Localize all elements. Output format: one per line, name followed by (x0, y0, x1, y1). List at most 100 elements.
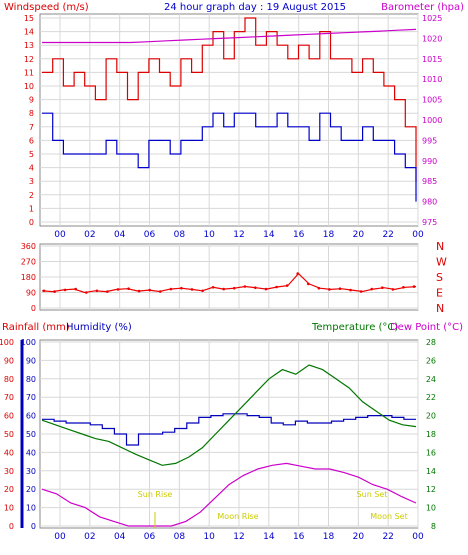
annotation-sun-set: Sun Set (357, 490, 388, 499)
barometer-tick-label: 975 (422, 218, 437, 227)
temperature-tick-label: 16 (426, 448, 436, 457)
series-dewpoint (41, 462, 417, 527)
temperature-axis-title: Temperature (°C) (311, 322, 398, 333)
hour-tick-label: 12 (233, 532, 244, 542)
hour-tick-label: 02 (84, 230, 95, 240)
rainfall-ticks: 0 10 20 30 40 50 60 70 80 90 100 (0, 338, 14, 531)
annotation-moon-set: Moon Set (370, 512, 407, 521)
temperature-tick-label: 22 (426, 393, 436, 402)
temperature-tick-label: 8 (431, 522, 436, 531)
rainfall-tick-label: 60 (4, 412, 14, 421)
humidity-tick-label: 90 (26, 356, 36, 365)
rainfall-tick-label: 50 (4, 430, 14, 439)
windspeed-tick-label: 5 (29, 150, 34, 159)
temp-panel-grid (40, 340, 419, 528)
hour-tick-label: 00 (54, 230, 66, 240)
temperature-tick-label: 24 (426, 375, 436, 384)
temperature-ticks: 8 10 12 14 16 18 20 22 24 26 28 (426, 338, 436, 531)
annotation-sun-rise: Sun Rise (138, 490, 173, 499)
wind-panel-series (42, 17, 417, 202)
direction-tick-label: 0 (31, 304, 36, 313)
windspeed-axis-title: Windspeed (m/s) (4, 2, 89, 13)
rainfall-axis-title: Rainfall (mm) (2, 322, 70, 333)
hour-tick-label: 02 (84, 532, 95, 542)
compass-label: N (436, 302, 444, 315)
compass-label: W (436, 256, 447, 269)
humidity-tick-label: 20 (26, 485, 36, 494)
temperature-tick-label: 14 (426, 467, 436, 476)
temp-panel-hour-ticks: 00 02 04 06 08 10 12 14 16 18 20 22 00 (54, 532, 424, 542)
barometer-tick-label: 1010 (422, 75, 442, 84)
direction-panel-grid (40, 244, 419, 310)
series-wind-direction (41, 272, 417, 294)
humidity-tick-label: 70 (26, 393, 36, 402)
humidity-tick-label: 10 (26, 504, 36, 513)
series-temperature (41, 364, 417, 466)
humidity-axis-title: Humidity (%) (66, 322, 132, 333)
rainfall-tick-label: 40 (4, 448, 14, 457)
windspeed-tick-label: 2 (29, 191, 34, 200)
hour-tick-label: 00 (54, 532, 66, 542)
compass-label: S (436, 271, 443, 284)
series-humidity (42, 413, 416, 446)
direction-panel-series (41, 272, 417, 294)
temp-panel-series (41, 364, 417, 527)
hour-tick-label: 00 (412, 532, 424, 542)
series-wind-average (42, 112, 417, 202)
windspeed-tick-label: 0 (29, 218, 34, 227)
hour-tick-label: 20 (353, 532, 365, 542)
direction-tick-label: 90 (26, 289, 36, 298)
direction-tick-label: 360 (21, 242, 36, 251)
hour-tick-label: 22 (382, 532, 393, 542)
windspeed-tick-label: 12 (24, 55, 34, 64)
humidity-ticks: 0 10 20 30 40 50 60 70 80 90 100 (20, 338, 36, 531)
windspeed-tick-label: 6 (29, 136, 34, 145)
hour-tick-label: 04 (114, 532, 126, 542)
hour-tick-label: 08 (174, 532, 186, 542)
humidity-tick-label: 50 (26, 430, 36, 439)
barometer-tick-label: 1000 (422, 116, 442, 125)
barometer-tick-label: 1015 (422, 55, 442, 64)
temperature-tick-label: 26 (426, 356, 436, 365)
direction-tick-label: 180 (21, 273, 36, 282)
windspeed-tick-label: 14 (24, 28, 34, 37)
temperature-tick-label: 28 (426, 338, 436, 347)
windspeed-tick-label: 13 (24, 41, 34, 50)
direction-tick-label: 270 (21, 258, 36, 267)
windspeed-tick-label: 10 (24, 82, 34, 91)
barometer-ticks: 975 980 985 990 995 1000 1005 1010 1015 1020 1025 (422, 14, 442, 227)
windspeed-tick-label: 8 (29, 109, 34, 118)
barometer-tick-label: 1005 (422, 96, 442, 105)
windspeed-tick-label: 9 (29, 96, 34, 105)
hour-tick-label: 10 (203, 532, 215, 542)
windspeed-tick-label: 1 (29, 204, 34, 213)
compass-label: E (436, 287, 443, 300)
humidity-tick-label: 60 (26, 412, 36, 421)
rainfall-tick-label: 100 (0, 338, 14, 347)
rainfall-tick-label: 30 (4, 467, 14, 476)
hour-tick-label: 16 (293, 230, 305, 240)
barometer-tick-label: 990 (422, 157, 437, 166)
compass-label: N (436, 240, 444, 253)
barometer-tick-label: 980 (422, 198, 437, 207)
hour-tick-label: 14 (263, 230, 275, 240)
hour-tick-label: 08 (174, 230, 186, 240)
temperature-tick-label: 18 (426, 430, 436, 439)
rainfall-tick-label: 20 (4, 485, 14, 494)
barometer-tick-label: 1025 (422, 14, 442, 23)
temperature-tick-label: 10 (426, 504, 436, 513)
barometer-axis-title: Barometer (hpa) (381, 2, 464, 13)
temperature-tick-label: 12 (426, 485, 436, 494)
hour-tick-label: 16 (293, 532, 305, 542)
hour-tick-label: 20 (353, 230, 365, 240)
graph-title: 24 hour graph day : 19 August 2015 (164, 2, 346, 13)
humidity-tick-label: 30 (26, 467, 36, 476)
hour-tick-label: 00 (412, 230, 424, 240)
rainfall-tick-label: 10 (4, 504, 14, 513)
hour-tick-label: 12 (233, 230, 244, 240)
hour-tick-label: 06 (144, 532, 156, 542)
annotation-moon-rise: Moon Rise (217, 512, 258, 521)
